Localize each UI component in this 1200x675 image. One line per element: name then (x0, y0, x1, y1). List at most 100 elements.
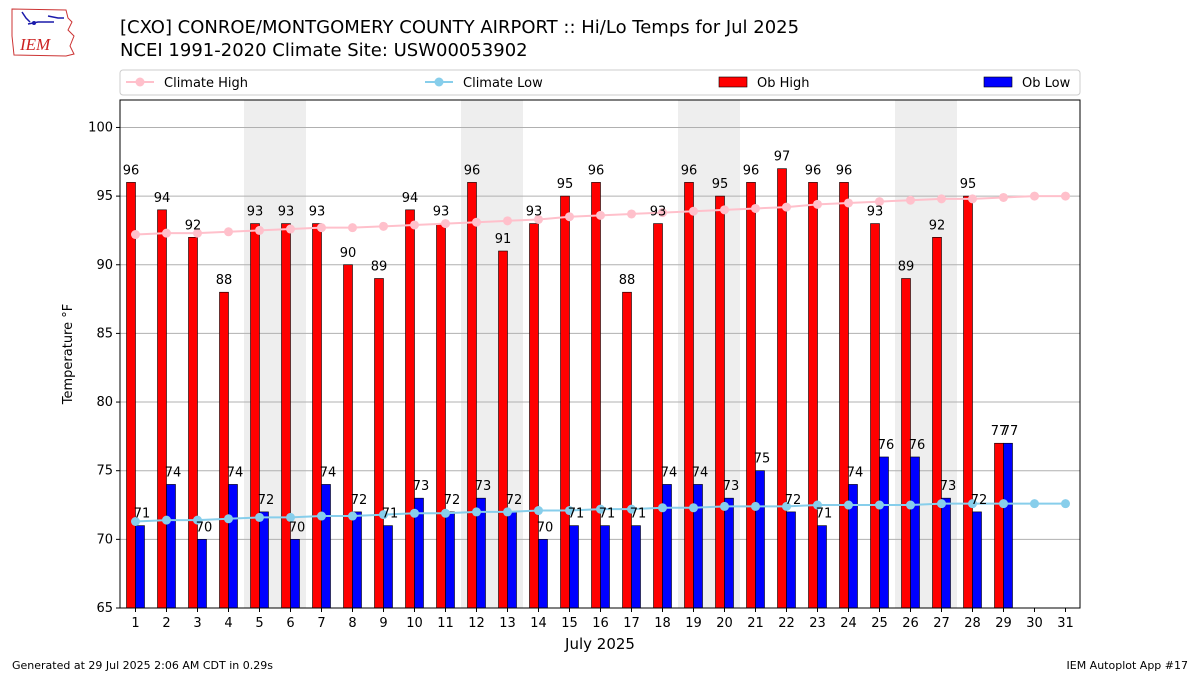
legend-swatch-marker (434, 77, 444, 87)
logo-text: IEM (19, 35, 51, 54)
bar-ob-low (662, 484, 672, 609)
legend-swatch-marker (135, 77, 145, 87)
climate-high-point (999, 192, 1008, 202)
label-ob-low: 71 (568, 507, 585, 522)
climate-low-point (813, 500, 822, 510)
chart-title: [CXO] CONROE/MONTGOMERY COUNTY AIRPORT :… (120, 17, 800, 38)
climate-high-point (906, 195, 915, 205)
climate-high-point (627, 209, 636, 219)
label-ob-low: 72 (785, 493, 802, 508)
y-tick-label: 70 (96, 532, 113, 547)
bar-ob-low (538, 539, 548, 609)
bar-ob-high (591, 182, 601, 609)
x-tick-label: 26 (902, 616, 919, 631)
climate-high-point (224, 227, 233, 237)
y-tick-label: 100 (88, 120, 113, 135)
label-ob-high: 93 (278, 205, 295, 220)
label-ob-low: 74 (165, 465, 182, 480)
climate-low-point (1030, 499, 1039, 509)
bar-ob-high (963, 195, 973, 609)
label-ob-high: 96 (588, 163, 605, 178)
label-ob-low: 74 (847, 465, 864, 480)
label-ob-low: 77 (1002, 424, 1019, 439)
climate-high-point (162, 228, 171, 238)
climate-low-point (224, 514, 233, 524)
climate-high-point (751, 203, 760, 213)
bar-ob-high (188, 236, 198, 609)
bar-ob-low (228, 484, 238, 609)
y-tick-label: 90 (96, 258, 113, 273)
climate-high-point (937, 194, 946, 204)
bar-ob-high (839, 182, 849, 609)
climate-high-point (131, 230, 140, 240)
climate-low-point (782, 501, 791, 511)
climate-high-point (534, 214, 543, 224)
climate-high-point (658, 208, 667, 218)
label-ob-low: 71 (599, 507, 616, 522)
label-ob-high: 97 (774, 150, 791, 165)
bar-ob-high (715, 195, 725, 609)
climate-high-point (410, 220, 419, 230)
climate-high-point (193, 228, 202, 238)
label-ob-high: 89 (371, 259, 388, 274)
climate-low-point (255, 512, 264, 522)
label-ob-high: 96 (836, 163, 853, 178)
climate-low-point (131, 517, 140, 527)
label-ob-low: 74 (320, 465, 337, 480)
bar-ob-high (994, 442, 1004, 609)
climate-low-point (875, 500, 884, 510)
label-ob-high: 96 (681, 163, 698, 178)
label-ob-low: 74 (661, 465, 678, 480)
bar-ob-low (290, 539, 300, 609)
bar-ob-low (135, 525, 145, 609)
x-tick-label: 25 (871, 616, 888, 631)
climate-high-point (441, 219, 450, 229)
label-ob-high: 93 (867, 205, 884, 220)
label-ob-low: 72 (506, 493, 523, 508)
label-ob-low: 71 (630, 507, 647, 522)
app-credit: IEM Autoplot App #17 (1066, 659, 1189, 672)
climate-low-point (968, 499, 977, 509)
x-tick-label: 11 (437, 616, 454, 631)
bar-ob-low (693, 484, 703, 609)
x-tick-label: 30 (1026, 616, 1043, 631)
x-tick-label: 3 (193, 616, 201, 631)
legend-label: Ob Low (1022, 76, 1071, 91)
x-tick-label: 27 (933, 616, 950, 631)
bar-ob-high (560, 195, 570, 609)
climate-high-point (1061, 191, 1070, 201)
climate-high-point (813, 199, 822, 209)
x-tick-label: 13 (499, 616, 516, 631)
climate-high-point (596, 210, 605, 220)
legend-label: Ob High (757, 76, 810, 91)
climate-low-point (1061, 499, 1070, 509)
climate-low-point (596, 504, 605, 514)
bar-ob-high (405, 209, 415, 609)
label-ob-low: 70 (289, 520, 306, 535)
bar-ob-high (467, 182, 477, 609)
climate-low-point (441, 508, 450, 518)
y-axis-label: Temperature °F (61, 304, 76, 405)
climate-low-point (937, 499, 946, 509)
bar-ob-high (343, 264, 353, 609)
climate-high-point (348, 223, 357, 233)
y-tick-label: 85 (96, 326, 113, 341)
bar-ob-low (321, 484, 331, 609)
x-tick-label: 20 (716, 616, 733, 631)
climate-low-point (472, 507, 481, 517)
label-ob-low: 73 (940, 479, 957, 494)
x-tick-label: 29 (995, 616, 1012, 631)
bar-ob-low (910, 456, 920, 609)
climate-low-point (162, 515, 171, 525)
bar-ob-low (879, 456, 889, 609)
climate-low-point (627, 504, 636, 514)
bar-ob-high (684, 182, 694, 609)
x-tick-label: 8 (348, 616, 356, 631)
label-ob-low: 72 (258, 493, 275, 508)
climate-high-point (503, 216, 512, 226)
x-tick-label: 22 (778, 616, 795, 631)
bar-ob-high (870, 223, 880, 609)
label-ob-high: 94 (402, 191, 419, 206)
bar-ob-high (746, 182, 756, 609)
